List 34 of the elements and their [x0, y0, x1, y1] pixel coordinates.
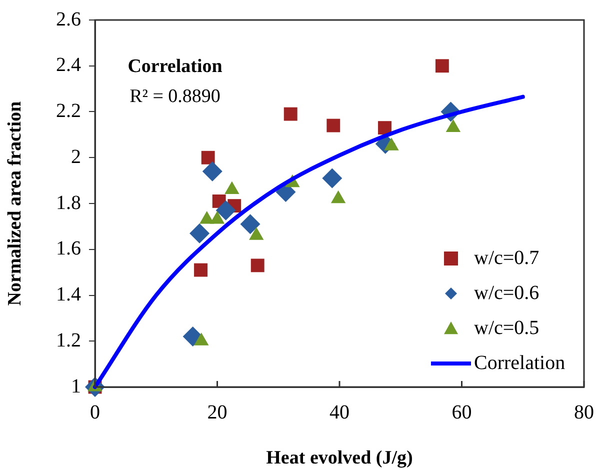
y-axis-title: Normalized area fraction	[4, 100, 26, 306]
point	[194, 263, 208, 277]
point	[216, 200, 236, 220]
y-tick-label: 2.2	[56, 100, 81, 122]
point	[435, 59, 449, 73]
y-tick-label: 2	[71, 146, 81, 168]
point	[202, 161, 222, 182]
x-tick-label: 0	[90, 401, 100, 424]
point	[250, 258, 264, 272]
y-tick-label: 1.8	[56, 192, 81, 214]
point	[201, 150, 215, 164]
y-tick-label: 1.4	[56, 284, 81, 306]
x-axis-title: Heat evolved (J/g)	[266, 448, 413, 469]
annotation: R² = 0.8890	[130, 86, 220, 107]
x-tick-label: 80	[574, 401, 594, 424]
legend-label: w/c=0.6	[474, 282, 540, 304]
legend-label: w/c=0.5	[474, 316, 540, 339]
point	[240, 214, 260, 234]
annotation: Correlation	[128, 56, 223, 77]
y-tick-label: 1	[71, 375, 81, 398]
y-tick-label: 1.2	[56, 329, 81, 352]
x-tick-label: 20	[207, 401, 228, 424]
x-tick-label: 40	[330, 401, 350, 424]
point	[322, 168, 342, 188]
point	[326, 118, 340, 132]
legend-label: w/c=0.7	[474, 246, 540, 269]
point	[190, 223, 210, 244]
point	[284, 107, 298, 121]
y-tick-label: 2.4	[56, 54, 81, 76]
y-tick-label: 1.6	[56, 238, 81, 260]
legend-label: Correlation	[474, 352, 566, 374]
x-tick-label: 60	[452, 401, 472, 424]
y-tick-label: 2.6	[56, 8, 81, 30]
point	[378, 121, 392, 135]
